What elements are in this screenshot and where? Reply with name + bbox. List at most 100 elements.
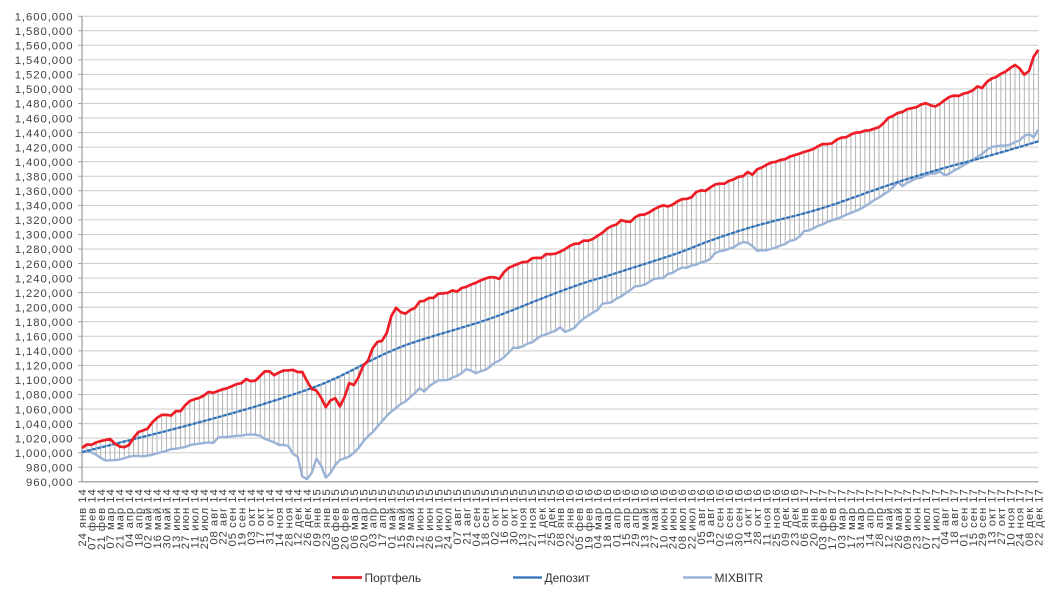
svg-text:1,320,000: 1,320,000 [15, 215, 74, 227]
svg-text:19 сен 14: 19 сен 14 [236, 488, 248, 546]
svg-text:1,080,000: 1,080,000 [15, 390, 74, 402]
svg-text:12 май 17: 12 май 17 [883, 488, 895, 548]
svg-text:14 апр 17: 14 апр 17 [865, 488, 877, 547]
svg-text:Портфель: Портфель [365, 571, 422, 585]
svg-text:04 мар 16: 04 мар 16 [593, 488, 605, 548]
svg-text:17 апр 15: 17 апр 15 [377, 488, 389, 547]
svg-text:08 июл 16: 08 июл 16 [677, 488, 689, 549]
svg-text:24 июл 15: 24 июл 15 [443, 488, 455, 549]
svg-text:31 мар 17: 31 мар 17 [855, 488, 867, 548]
svg-text:28 апр 17: 28 апр 17 [874, 488, 886, 547]
svg-text:02 май 14: 02 май 14 [143, 488, 155, 548]
svg-text:01 май 15: 01 май 15 [386, 488, 398, 548]
svg-text:03 апр 15: 03 апр 15 [368, 488, 380, 547]
svg-text:29 сен 17: 29 сен 17 [977, 488, 989, 546]
svg-text:MIXBITR: MIXBITR [715, 571, 764, 585]
svg-text:03 фев 17: 03 фев 17 [818, 488, 830, 550]
svg-text:1,360,000: 1,360,000 [15, 186, 74, 198]
svg-text:21 авг 15: 21 авг 15 [461, 488, 473, 544]
svg-text:10 ноя 17: 10 ноя 17 [1005, 488, 1017, 547]
svg-text:22 июл 16: 22 июл 16 [687, 488, 699, 549]
svg-text:23 янв 15: 23 янв 15 [321, 488, 333, 546]
svg-text:21 мар 14: 21 мар 14 [115, 488, 127, 548]
svg-text:18 сен 15: 18 сен 15 [480, 488, 492, 546]
svg-text:Депозит: Депозит [545, 571, 591, 585]
svg-text:05 фев 16: 05 фев 16 [574, 488, 586, 550]
svg-text:16 сен 16: 16 сен 16 [724, 488, 736, 546]
svg-text:16 май 14: 16 май 14 [152, 488, 164, 548]
svg-text:20 мар 15: 20 мар 15 [358, 488, 370, 548]
svg-text:1,520,000: 1,520,000 [15, 70, 74, 82]
svg-text:22 авг 14: 22 авг 14 [218, 488, 230, 544]
svg-text:20 янв 17: 20 янв 17 [808, 488, 820, 546]
svg-text:05 авг 16: 05 авг 16 [696, 488, 708, 544]
svg-text:27 окт 17: 27 окт 17 [996, 488, 1008, 545]
svg-text:1,200,000: 1,200,000 [15, 302, 74, 314]
svg-text:1,220,000: 1,220,000 [15, 288, 74, 300]
svg-text:08 дек 17: 08 дек 17 [1024, 488, 1036, 546]
svg-text:04 апр 14: 04 апр 14 [124, 488, 136, 547]
svg-text:14 окт 16: 14 окт 16 [743, 488, 755, 545]
svg-text:07 фев 14: 07 фев 14 [86, 488, 98, 550]
svg-text:19 фев 16: 19 фев 16 [583, 488, 595, 550]
svg-text:16 окт 15: 16 окт 15 [499, 488, 511, 545]
svg-text:1,480,000: 1,480,000 [15, 99, 74, 111]
svg-text:1,000,000: 1,000,000 [15, 448, 74, 460]
svg-text:05 сен 14: 05 сен 14 [227, 488, 239, 546]
svg-text:10 июл 15: 10 июл 15 [433, 488, 445, 549]
svg-text:18 апр 14: 18 апр 14 [133, 488, 145, 547]
svg-text:1,420,000: 1,420,000 [15, 142, 74, 154]
svg-text:960,000: 960,000 [26, 477, 74, 489]
svg-text:28 ноя 14: 28 ноя 14 [283, 488, 295, 547]
svg-text:28 окт 16: 28 окт 16 [752, 488, 764, 545]
svg-text:17 окт 14: 17 окт 14 [255, 488, 267, 545]
svg-text:1,280,000: 1,280,000 [15, 244, 74, 256]
svg-text:12 дек 14: 12 дек 14 [293, 488, 305, 546]
svg-text:06 янв 17: 06 янв 17 [799, 488, 811, 546]
svg-text:26 дек 14: 26 дек 14 [302, 488, 314, 546]
svg-text:1,020,000: 1,020,000 [15, 433, 74, 445]
svg-text:13 май 16: 13 май 16 [640, 488, 652, 548]
svg-text:03 мар 17: 03 мар 17 [837, 488, 849, 548]
svg-text:1,300,000: 1,300,000 [15, 230, 74, 242]
svg-text:24 ноя 17: 24 ноя 17 [1015, 488, 1027, 547]
svg-text:22 дек 17: 22 дек 17 [1033, 488, 1045, 546]
svg-text:08 янв 16: 08 янв 16 [555, 488, 567, 546]
svg-text:1,400,000: 1,400,000 [15, 157, 74, 169]
svg-text:23 дек 16: 23 дек 16 [790, 488, 802, 546]
svg-text:06 фев 15: 06 фев 15 [330, 488, 342, 550]
svg-text:27 май 16: 27 май 16 [649, 488, 661, 548]
svg-text:09 янв 15: 09 янв 15 [311, 488, 323, 546]
svg-text:27 ноя 15: 27 ноя 15 [527, 488, 539, 547]
svg-text:02 сен 16: 02 сен 16 [715, 488, 727, 546]
svg-text:13 окт 17: 13 окт 17 [987, 488, 999, 545]
svg-text:31 окт 14: 31 окт 14 [265, 488, 277, 545]
svg-text:1,600,000: 1,600,000 [15, 11, 74, 23]
svg-text:07 авг 15: 07 авг 15 [452, 488, 464, 544]
svg-text:1,120,000: 1,120,000 [15, 361, 74, 373]
svg-text:18 мар 16: 18 мар 16 [602, 488, 614, 548]
svg-text:29 май 15: 29 май 15 [405, 488, 417, 548]
svg-text:1,100,000: 1,100,000 [15, 375, 74, 387]
svg-text:17 фев 17: 17 фев 17 [827, 488, 839, 550]
svg-text:06 мар 15: 06 мар 15 [349, 488, 361, 548]
svg-text:21 июл 17: 21 июл 17 [930, 488, 942, 549]
svg-text:07 мар 14: 07 мар 14 [105, 488, 117, 548]
svg-text:07 июл 17: 07 июл 17 [921, 488, 933, 549]
svg-text:1,380,000: 1,380,000 [15, 171, 74, 183]
svg-text:1,540,000: 1,540,000 [15, 55, 74, 67]
svg-text:980,000: 980,000 [26, 462, 74, 474]
svg-text:15 апр 16: 15 апр 16 [621, 488, 633, 547]
svg-text:24 янв 14: 24 янв 14 [77, 488, 89, 546]
svg-text:1,500,000: 1,500,000 [15, 84, 74, 96]
svg-text:15 сен 17: 15 сен 17 [968, 488, 980, 546]
svg-text:10 июн 16: 10 июн 16 [658, 488, 670, 549]
svg-text:11 ноя 16: 11 ноя 16 [762, 488, 774, 546]
svg-text:19 авг 16: 19 авг 16 [705, 488, 717, 544]
svg-text:25 ноя 16: 25 ноя 16 [771, 488, 783, 547]
svg-text:1,460,000: 1,460,000 [15, 113, 74, 125]
svg-text:1,260,000: 1,260,000 [15, 259, 74, 271]
svg-text:22 янв 16: 22 янв 16 [565, 488, 577, 546]
svg-text:1,160,000: 1,160,000 [15, 332, 74, 344]
svg-text:04 сен 15: 04 сен 15 [471, 488, 483, 546]
